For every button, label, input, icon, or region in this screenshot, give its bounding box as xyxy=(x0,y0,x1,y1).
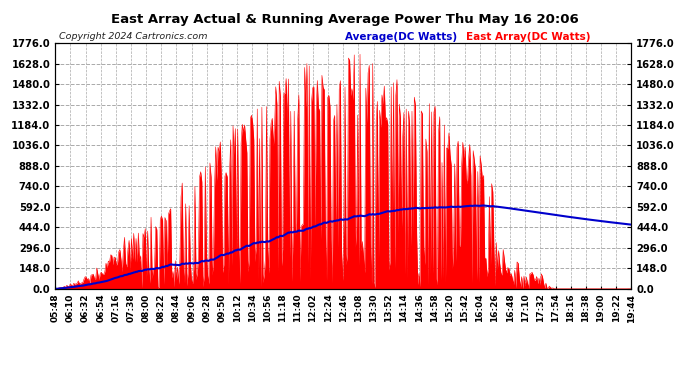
Text: Average(DC Watts): Average(DC Watts) xyxy=(345,32,457,42)
Text: East Array(DC Watts): East Array(DC Watts) xyxy=(466,32,590,42)
Text: Copyright 2024 Cartronics.com: Copyright 2024 Cartronics.com xyxy=(59,32,207,41)
Text: East Array Actual & Running Average Power Thu May 16 20:06: East Array Actual & Running Average Powe… xyxy=(111,13,579,26)
